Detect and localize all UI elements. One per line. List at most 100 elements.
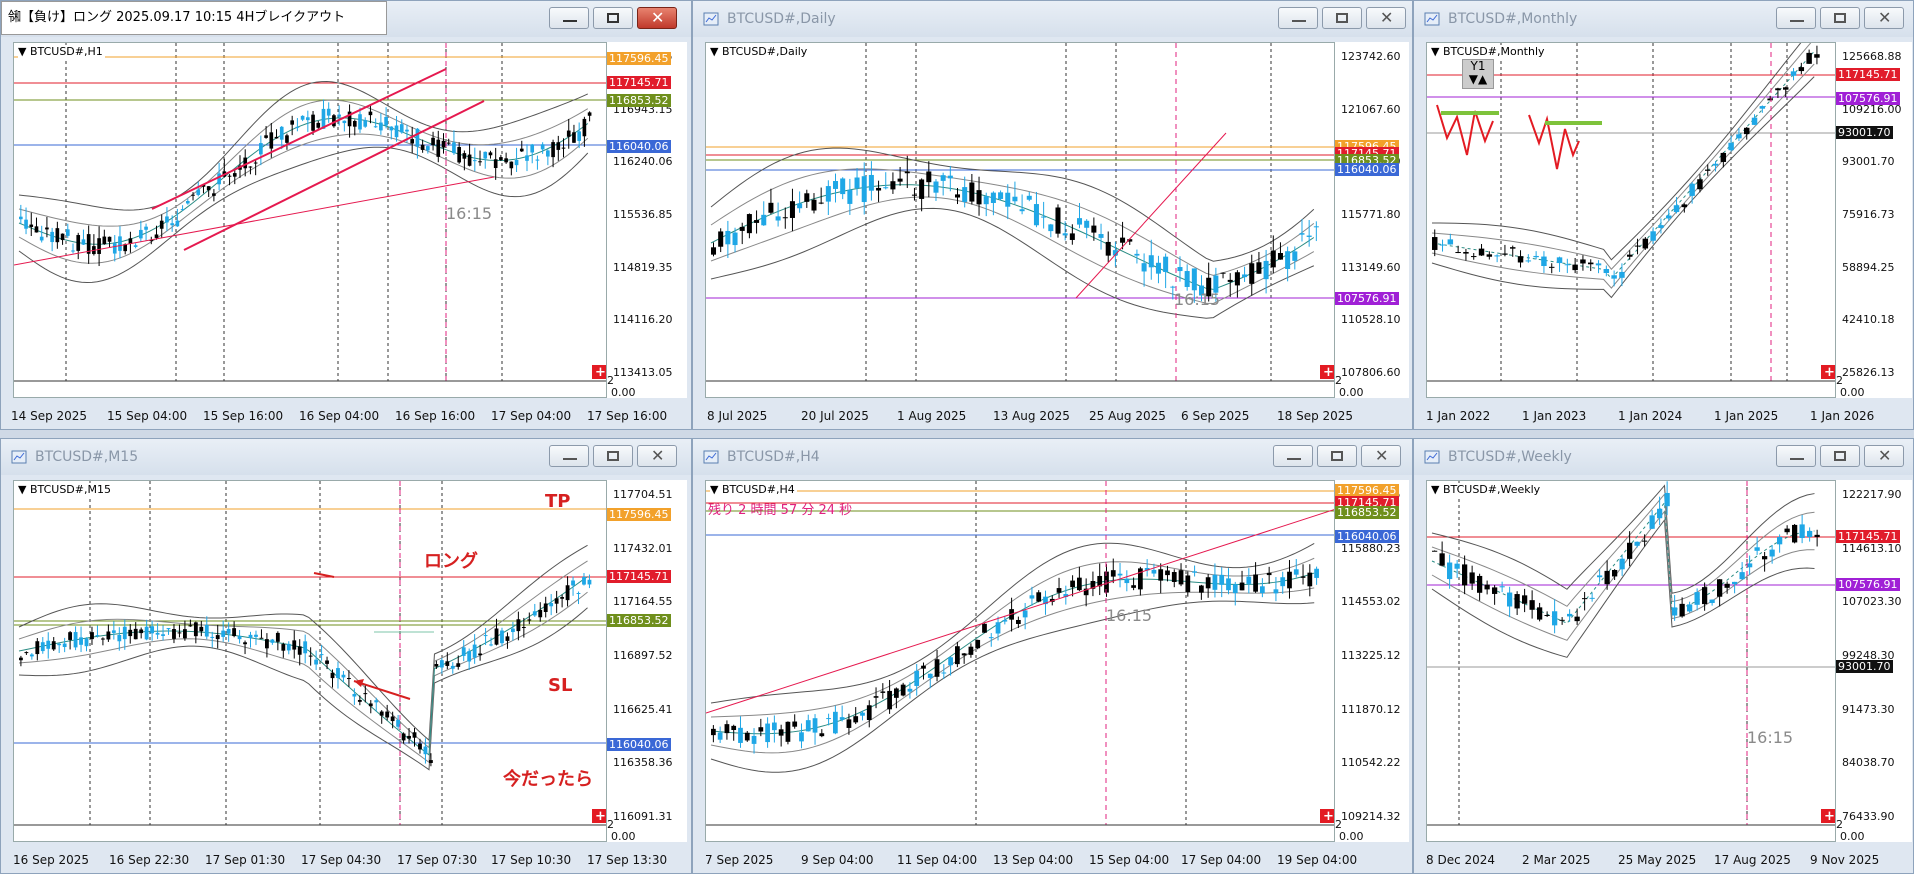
bollinger-band xyxy=(710,572,1315,735)
candle-body xyxy=(1219,574,1225,585)
candle-body xyxy=(232,628,237,637)
close-button[interactable]: ✕ xyxy=(1864,7,1904,29)
candle-body xyxy=(968,646,974,655)
price-tick-label: 114116.20 xyxy=(613,313,673,327)
chart-plot-area[interactable]: 16:15 + ▼ BTCUSD#,Daily xyxy=(705,42,1335,398)
maximize-button[interactable] xyxy=(1322,7,1362,29)
price-axis: 123742.60121067.60118446.10115771.801131… xyxy=(1335,42,1409,399)
chart-window-h1[interactable]: ㋿【負け】ロング 2025.09.17 10:15 4Hブレイクアウト ✕ 16… xyxy=(0,0,692,430)
candle-body xyxy=(561,147,566,149)
time-axis: 14 Sep 2025 15 Sep 04:00 15 Sep 16:00 16 Se… xyxy=(1,401,693,427)
candle-body xyxy=(911,194,917,196)
chart-window-h4[interactable]: BTCUSD#,H4 ✕ 16:15 + ▼ BTCUSD#,H4 残り 2 時間… xyxy=(692,438,1413,874)
candle-body xyxy=(1234,272,1240,286)
chart-window-weekly[interactable]: BTCUSD#,Weekly ✕ 16:15 + ▼ BTCUSD#,Weekly… xyxy=(1413,438,1914,874)
price-axis: 117596.45116943.15116240.06115536.851148… xyxy=(607,42,687,399)
candle-body xyxy=(947,175,953,179)
close-button[interactable]: ✕ xyxy=(1361,445,1401,467)
candle-body xyxy=(19,216,23,220)
chart-window-monthly[interactable]: BTCUSD#,Monthly ✕ + ▼ BTCUSD#,Monthly Y1… xyxy=(1413,0,1914,430)
chart-window-m15[interactable]: BTCUSD#,M15 ✕ + ▼ BTCUSD#,M15 TP ロング SL … xyxy=(0,438,692,874)
close-button[interactable]: ✕ xyxy=(637,7,677,29)
candle-body xyxy=(215,635,220,640)
chart-plot-area[interactable]: + ▼ BTCUSD#,M15 TP ロング SL 今だったら xyxy=(13,480,607,842)
candle-body xyxy=(483,151,488,159)
time-tick-label: 8 Jul 2025 xyxy=(707,409,768,423)
candle-body xyxy=(1469,572,1475,584)
candle-body xyxy=(483,635,488,637)
candle-body xyxy=(976,190,982,205)
chart-window-daily[interactable]: BTCUSD#,Daily ✕ 16:15 + ▼ BTCUSD#,Daily 1… xyxy=(692,0,1413,430)
candle-body xyxy=(1556,257,1563,264)
minimize-button[interactable] xyxy=(549,7,589,29)
candle-body xyxy=(1807,530,1813,537)
time-tick-label: 9 Nov 2025 xyxy=(1810,853,1880,867)
candle-body xyxy=(50,231,54,243)
symbol-label: ▼ BTCUSD#,Weekly xyxy=(1431,483,1543,496)
candle-body xyxy=(1220,272,1226,274)
minimize-button[interactable] xyxy=(1776,445,1816,467)
price-level-tag: 116853.52 xyxy=(607,94,671,107)
candle-body xyxy=(488,152,493,156)
candle-body xyxy=(738,727,743,743)
candle-body xyxy=(1717,579,1723,597)
candle-body xyxy=(368,111,373,116)
candle-body xyxy=(1026,195,1032,200)
chart-canvas: 16:15 + xyxy=(14,43,606,382)
close-icon: ✕ xyxy=(651,8,665,27)
candle-body xyxy=(226,628,231,634)
candle-body xyxy=(390,716,395,722)
candle-body xyxy=(1016,619,1021,624)
chart-plot-area[interactable]: + ▼ BTCUSD#,Monthly Y1 ▼▲ xyxy=(1426,42,1836,398)
minimize-button[interactable] xyxy=(1776,7,1816,29)
maximize-button[interactable] xyxy=(1317,445,1357,467)
close-icon: ✕ xyxy=(1375,446,1389,465)
candle-body xyxy=(204,624,209,637)
candle-body xyxy=(505,636,510,641)
indicator-axis-tick: 2 xyxy=(607,374,614,387)
time-tick-label: 17 Sep 10:30 xyxy=(491,853,572,867)
minimize-button[interactable] xyxy=(1273,445,1313,467)
candle-body xyxy=(1739,572,1745,580)
price-tick-label: 113413.05 xyxy=(613,366,673,379)
maximize-button[interactable] xyxy=(1820,7,1860,29)
y1-badge[interactable]: Y1 ▼▲ xyxy=(1462,59,1494,89)
minimize-button[interactable] xyxy=(1278,7,1318,29)
annotation-arrow xyxy=(353,680,411,700)
bollinger-band xyxy=(18,117,589,245)
maximize-button[interactable] xyxy=(593,445,633,467)
maximize-button[interactable] xyxy=(593,7,633,29)
candle-body xyxy=(961,653,967,656)
candle-body xyxy=(1502,253,1508,255)
candle-body xyxy=(1642,540,1648,542)
maximize-button[interactable] xyxy=(1820,445,1860,467)
price-tick-label: 107023.30 xyxy=(1842,595,1902,609)
chart-plot-area[interactable]: 16:15 + ▼ BTCUSD#,H4 残り 2 時間 57 分 24 秒 xyxy=(705,480,1335,842)
price-tick-label: 42410.18 xyxy=(1842,313,1895,327)
candle-body xyxy=(434,664,439,667)
tp-annotation: TP xyxy=(545,491,571,512)
candle-body xyxy=(410,139,415,144)
candle-body xyxy=(897,178,903,182)
candle-body xyxy=(452,142,456,154)
price-tick-label: 121067.60 xyxy=(1341,102,1401,116)
bollinger-band xyxy=(1431,492,1815,607)
time-tick-label: 17 Sep 04:00 xyxy=(491,409,572,423)
candle-body xyxy=(711,247,717,255)
time-axis: 1 Jan 2022 1 Jan 2023 1 Jan 2024 1 Jan 2025… xyxy=(1414,401,1914,427)
window-title: BTCUSD#,M15 xyxy=(35,449,139,465)
close-button[interactable]: ✕ xyxy=(637,445,677,467)
candle-body xyxy=(1454,563,1460,569)
indicator-axis-tick: 2 xyxy=(1836,818,1843,831)
close-button[interactable]: ✕ xyxy=(1864,445,1904,467)
chart-plot-area[interactable]: 16:15 + ▼ BTCUSD#,H1 xyxy=(13,42,607,398)
close-button[interactable]: ✕ xyxy=(1366,7,1406,29)
candle-body xyxy=(325,660,329,664)
minimize-button[interactable] xyxy=(549,445,589,467)
candle-body xyxy=(792,721,798,727)
chart-plot-area[interactable]: 16:15 + ▼ BTCUSD#,Weekly xyxy=(1426,480,1836,842)
candle-body xyxy=(254,634,258,637)
candle-body xyxy=(1432,550,1438,552)
candle-body xyxy=(1098,234,1104,238)
candle-body xyxy=(188,625,193,627)
